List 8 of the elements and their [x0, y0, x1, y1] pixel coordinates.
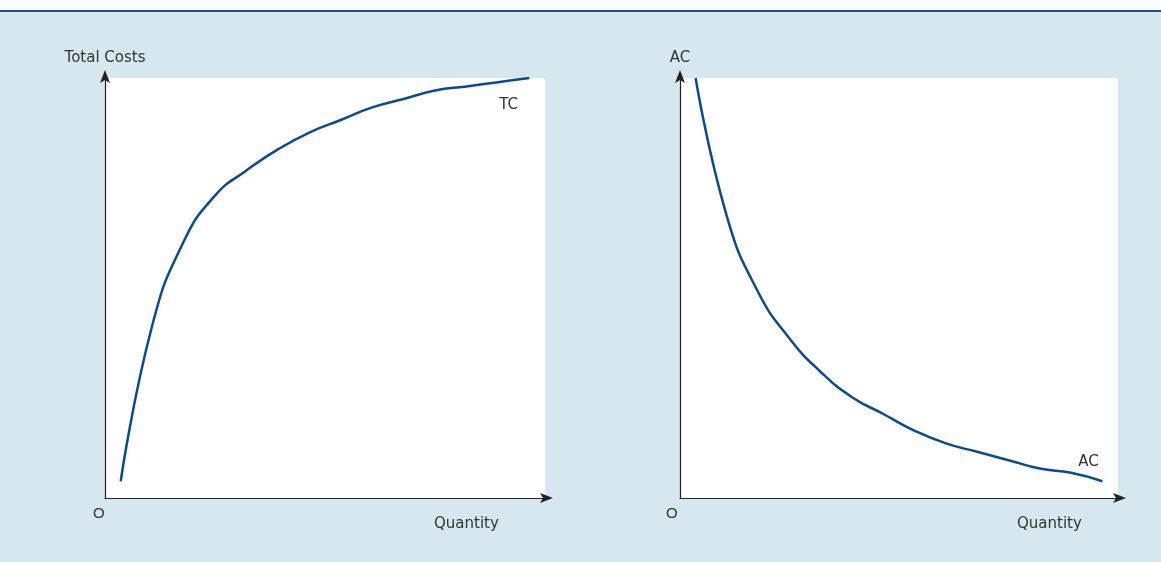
y-axis-title: AC: [669, 47, 691, 66]
text: O: [666, 504, 678, 521]
text: O: [93, 504, 105, 521]
series-label: TC: [498, 95, 519, 113]
series-label: AC: [1078, 452, 1099, 471]
x-axis-title: Quantity: [1017, 513, 1082, 532]
y-axis-title: Total Costs: [63, 47, 146, 66]
x-axis-title: Quantity: [434, 513, 499, 532]
